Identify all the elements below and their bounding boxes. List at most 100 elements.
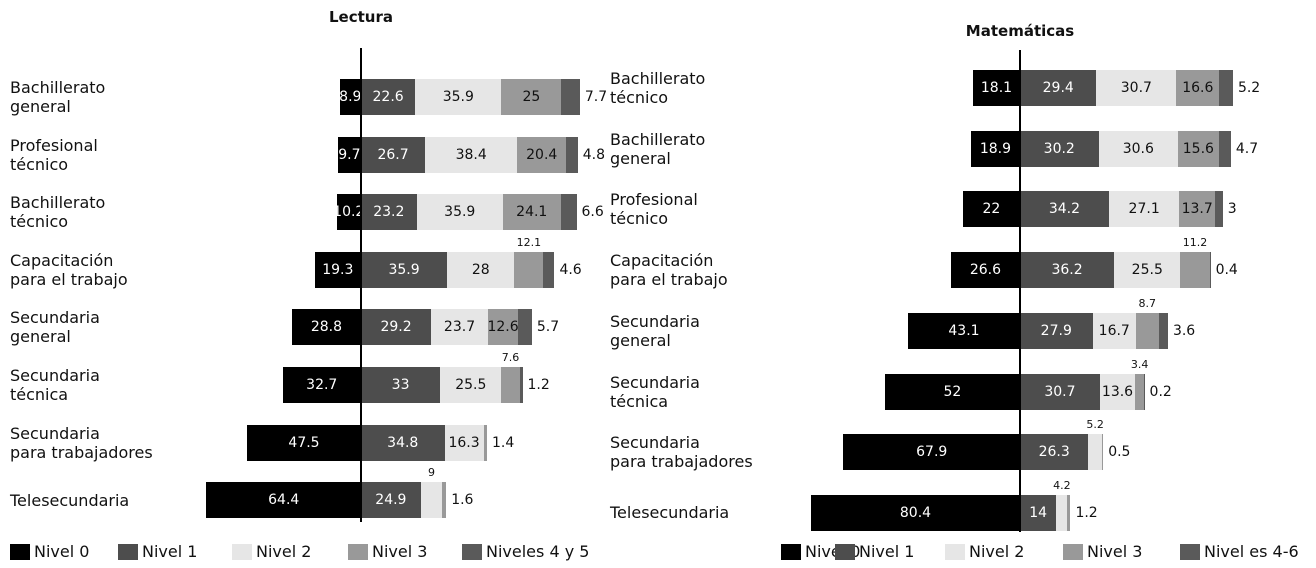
bar-segment (361, 309, 432, 346)
bar-segment (1158, 312, 1168, 349)
bar-segment (950, 252, 1020, 289)
bar-segment (337, 136, 361, 173)
legend-label: Nivel 2 (256, 542, 312, 561)
value-label: 27.9 (1040, 322, 1072, 339)
value-label: 0.4 (1215, 262, 1238, 279)
bar-segment (314, 251, 361, 288)
bar-segment (361, 424, 445, 461)
bar-segment (1135, 312, 1159, 349)
bar-segment (416, 194, 503, 231)
bar-segment (962, 191, 1020, 228)
legend-label: Nivel 2 (969, 542, 1025, 561)
legend-swatch (348, 544, 368, 560)
value-label: 16.3 (448, 434, 480, 451)
bar-segment (1020, 130, 1099, 167)
value-label: 64.4 (268, 492, 300, 509)
bar-segment (415, 79, 502, 115)
bar-segment (442, 482, 447, 519)
legend-swatch (1180, 544, 1200, 560)
legend-label: Nivel 3 (1087, 542, 1143, 561)
value-label: 11.2 (1182, 236, 1208, 250)
value-label: 27.1 (1128, 201, 1160, 218)
axis-line (360, 48, 362, 522)
value-label: 38.4 (455, 146, 487, 163)
bar-segment (1135, 373, 1144, 410)
legend-swatch (1063, 544, 1083, 560)
legend-swatch (462, 544, 482, 560)
bar-segment (1092, 312, 1136, 349)
bar-segment (425, 136, 518, 173)
bar-segment (206, 482, 361, 519)
legend-label: Nivel 1 (142, 542, 198, 561)
bar-segment (514, 251, 544, 288)
legend-swatch (835, 544, 855, 560)
value-label: 18.9 (979, 140, 1012, 157)
category-label: Profesional técnico (610, 190, 698, 229)
bar-segment (1108, 191, 1180, 228)
category-label: Capacitación para el trabajo (610, 251, 728, 290)
bar-segment (1144, 373, 1145, 410)
category-label: Capacitación para el trabajo (10, 250, 128, 289)
value-label: 0.5 (1108, 444, 1131, 461)
value-label: 10.2 (333, 204, 365, 221)
value-label: 1.2 (1075, 504, 1098, 521)
value-label: 29.2 (380, 319, 412, 336)
value-label: 30.6 (1122, 140, 1154, 157)
bar-segment (447, 251, 515, 288)
category-label: Secundaria para trabajadores (610, 433, 753, 472)
value-label: 4.8 (582, 146, 605, 163)
value-label: 26.7 (377, 146, 409, 163)
bar-segment (543, 251, 555, 288)
value-label: 8.7 (1138, 296, 1157, 310)
legend-label: Nivel 1 (859, 542, 915, 561)
category-label: Secundaria general (10, 308, 100, 347)
value-label: 7.7 (584, 89, 608, 105)
axis-line (1019, 50, 1021, 532)
legend-label: Nivel 0 (34, 542, 90, 561)
bar-segment (517, 136, 567, 173)
value-label: 35.9 (442, 89, 474, 105)
value-label: 34.2 (1048, 201, 1081, 218)
value-label: 8.9 (339, 89, 362, 105)
value-label: 67.9 (916, 444, 948, 461)
value-label: 3.6 (1172, 322, 1196, 339)
value-label: 23.2 (373, 204, 405, 221)
bar-segment (361, 367, 441, 403)
bar-segment (440, 367, 502, 403)
bar-segment (1176, 70, 1220, 106)
category-label: Telesecundaria (610, 503, 730, 523)
value-label: 13.7 (1181, 201, 1213, 218)
category-label: Bachillerato general (10, 78, 106, 116)
legend-label: Niveles 4 y 5 (486, 542, 590, 561)
value-label: 4.2 (1053, 478, 1071, 492)
bar-segment (884, 373, 1020, 410)
value-label: 28 (471, 261, 490, 278)
value-label: 43.1 (948, 322, 980, 339)
bar-segment (1209, 252, 1211, 289)
category-label: Secundaria técnica (610, 372, 700, 411)
bar-segment (502, 194, 561, 231)
value-label: 5.2 (1237, 80, 1261, 96)
bar-segment (1020, 252, 1115, 289)
value-label: 22 (982, 201, 1001, 218)
bar-segment (361, 79, 416, 115)
value-label: 35.9 (444, 204, 476, 221)
bar-segment (1215, 191, 1223, 228)
bar-segment (1020, 312, 1093, 349)
bar-segment (336, 194, 361, 231)
bar-segment (519, 367, 523, 403)
bar-segment (1219, 70, 1233, 106)
category-label: Bachillerato general (610, 129, 706, 168)
value-label: 32.7 (306, 377, 338, 393)
value-label: 29.4 (1042, 80, 1074, 96)
value-label: 18.1 (980, 80, 1013, 96)
category-label: Secundaria técnica (10, 366, 100, 404)
bar-segment (972, 70, 1020, 106)
category-label: Secundaria general (610, 311, 700, 350)
value-label: 13.6 (1101, 383, 1134, 400)
bar-segment (843, 434, 1020, 471)
value-label: 26.3 (1038, 444, 1070, 461)
chart-title: Matemáticas (965, 22, 1075, 40)
bar-segment (501, 367, 520, 403)
